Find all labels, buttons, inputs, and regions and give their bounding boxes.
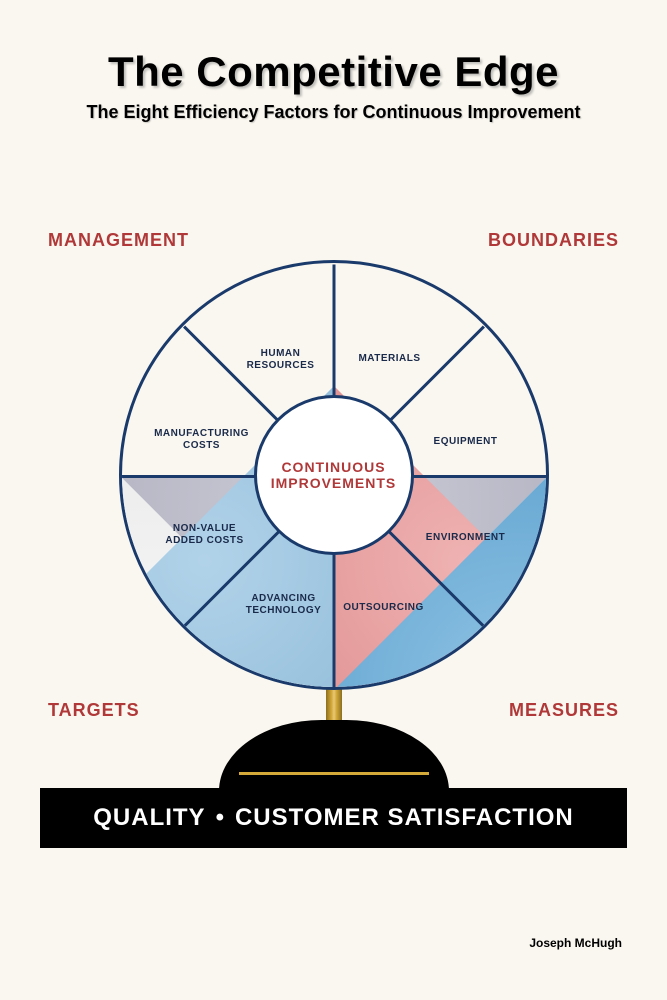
author-name: Joseph McHugh	[529, 936, 622, 950]
segment-label: ENVIRONMENT	[426, 532, 505, 544]
title-block: The Competitive Edge The Eight Efficienc…	[0, 0, 667, 123]
corner-targets: TARGETS	[48, 700, 140, 721]
segment-label: NON-VALUEADDED COSTS	[165, 523, 243, 547]
segment-label: OUTSOURCING	[343, 602, 424, 614]
segment-label: HUMANRESOURCES	[247, 348, 315, 372]
stand-stripe	[239, 772, 429, 775]
main-title: The Competitive Edge	[0, 48, 667, 96]
banner-quality: QUALITY	[93, 804, 205, 832]
subtitle: The Eight Efficiency Factors for Continu…	[0, 102, 667, 123]
segment-label: ADVANCINGTECHNOLOGY	[246, 593, 322, 617]
quality-banner: QUALITY • CUSTOMER SATISFACTION	[40, 788, 627, 848]
banner-satisfaction: CUSTOMER SATISFACTION	[235, 804, 574, 832]
corner-boundaries: BOUNDARIES	[488, 230, 619, 251]
segment-label: EQUIPMENT	[434, 436, 498, 448]
center-text-1: CONTINUOUS	[281, 459, 385, 475]
segment-label: MATERIALS	[358, 353, 420, 365]
wheel-diagram: CONTINUOUS IMPROVEMENTS MATERIALS EQUIPME…	[119, 260, 549, 690]
corner-measures: MEASURES	[509, 700, 619, 721]
center-text-2: IMPROVEMENTS	[271, 475, 397, 491]
corner-management: MANAGEMENT	[48, 230, 189, 251]
center-circle: CONTINUOUS IMPROVEMENTS	[254, 395, 414, 555]
segment-label: MANUFACTURINGCOSTS	[154, 428, 249, 452]
banner-bullet: •	[216, 804, 225, 832]
